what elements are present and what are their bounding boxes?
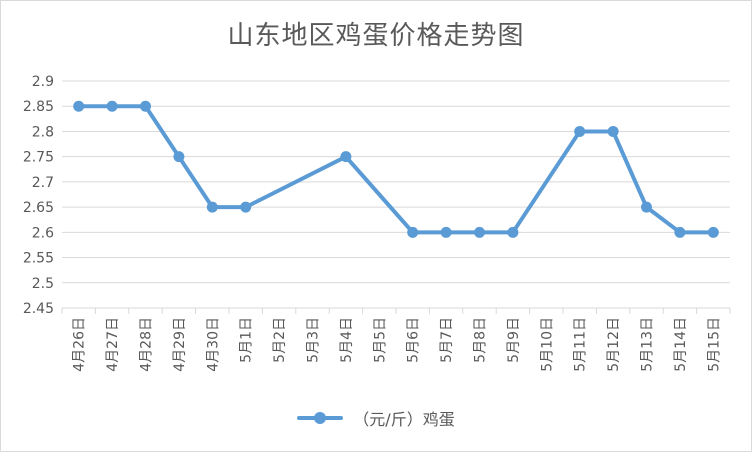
y-tick-label: 2.65 [23, 200, 54, 216]
data-point [206, 201, 218, 213]
y-tick-label: 2.6 [32, 225, 54, 241]
x-tick-label: 5月4日 [339, 317, 355, 363]
y-tick-label: 2.45 [23, 301, 54, 317]
x-tick-label: 5月5日 [372, 317, 388, 363]
x-tick-label: 5月1日 [239, 317, 255, 363]
data-point [674, 226, 686, 238]
y-tick-label: 2.85 [23, 99, 54, 115]
x-tick-label: 5月12日 [606, 317, 622, 372]
x-tick-label: 5月14日 [673, 317, 689, 372]
x-tick-label: 5月6日 [406, 317, 422, 363]
y-tick-label: 2.55 [23, 251, 54, 267]
x-tick-label: 4月29日 [172, 317, 188, 372]
chart-title: 山东地区鸡蛋价格走势图 [227, 21, 525, 51]
x-tick-label: 5月10日 [539, 317, 555, 372]
data-point [574, 125, 586, 137]
x-tick-label: 5月15日 [706, 317, 722, 372]
legend: （元/斤）鸡蛋 [1, 406, 751, 430]
line-chart: 2.45 2.5 2.55 2.6 2.65 2.7 2.75 2.8 2.85 2.9 4月26日… [23, 74, 731, 372]
data-point [73, 100, 85, 112]
y-tick-label: 2.5 [32, 276, 54, 292]
y-tick-label: 2.8 [32, 124, 54, 140]
data-point [474, 226, 485, 238]
data-point [440, 226, 452, 238]
legend-label: （元/斤）鸡蛋 [353, 410, 455, 429]
x-tick-label: 5月9日 [506, 317, 522, 363]
x-tick-label: 4月27日 [105, 317, 121, 372]
y-tick-label: 2.75 [23, 150, 54, 166]
x-tick-label: 5月3日 [306, 317, 322, 363]
data-point [140, 100, 151, 112]
x-tick-label: 5月13日 [640, 317, 656, 372]
x-tick-label: 5月11日 [573, 317, 589, 372]
data-point [340, 151, 352, 163]
y-tick-label: 2.7 [32, 175, 54, 191]
x-tick-label: 5月7日 [439, 317, 455, 363]
x-tick-label: 4月26日 [72, 317, 88, 372]
x-tick-label: 4月30日 [205, 317, 221, 372]
data-point [607, 125, 619, 137]
data-point [707, 226, 719, 238]
series-line [76, 104, 716, 235]
data-point [507, 226, 519, 238]
x-tick-label: 4月28日 [139, 317, 155, 372]
y-tick-label: 2.9 [32, 74, 54, 90]
data-point [106, 100, 118, 112]
data-point [173, 151, 185, 163]
x-tick-label: 5月2日 [272, 317, 288, 363]
legend-swatch [297, 411, 344, 425]
data-point [407, 226, 419, 238]
data-point [240, 201, 252, 213]
x-tick-label: 5月8日 [473, 317, 489, 363]
data-point [641, 201, 652, 213]
